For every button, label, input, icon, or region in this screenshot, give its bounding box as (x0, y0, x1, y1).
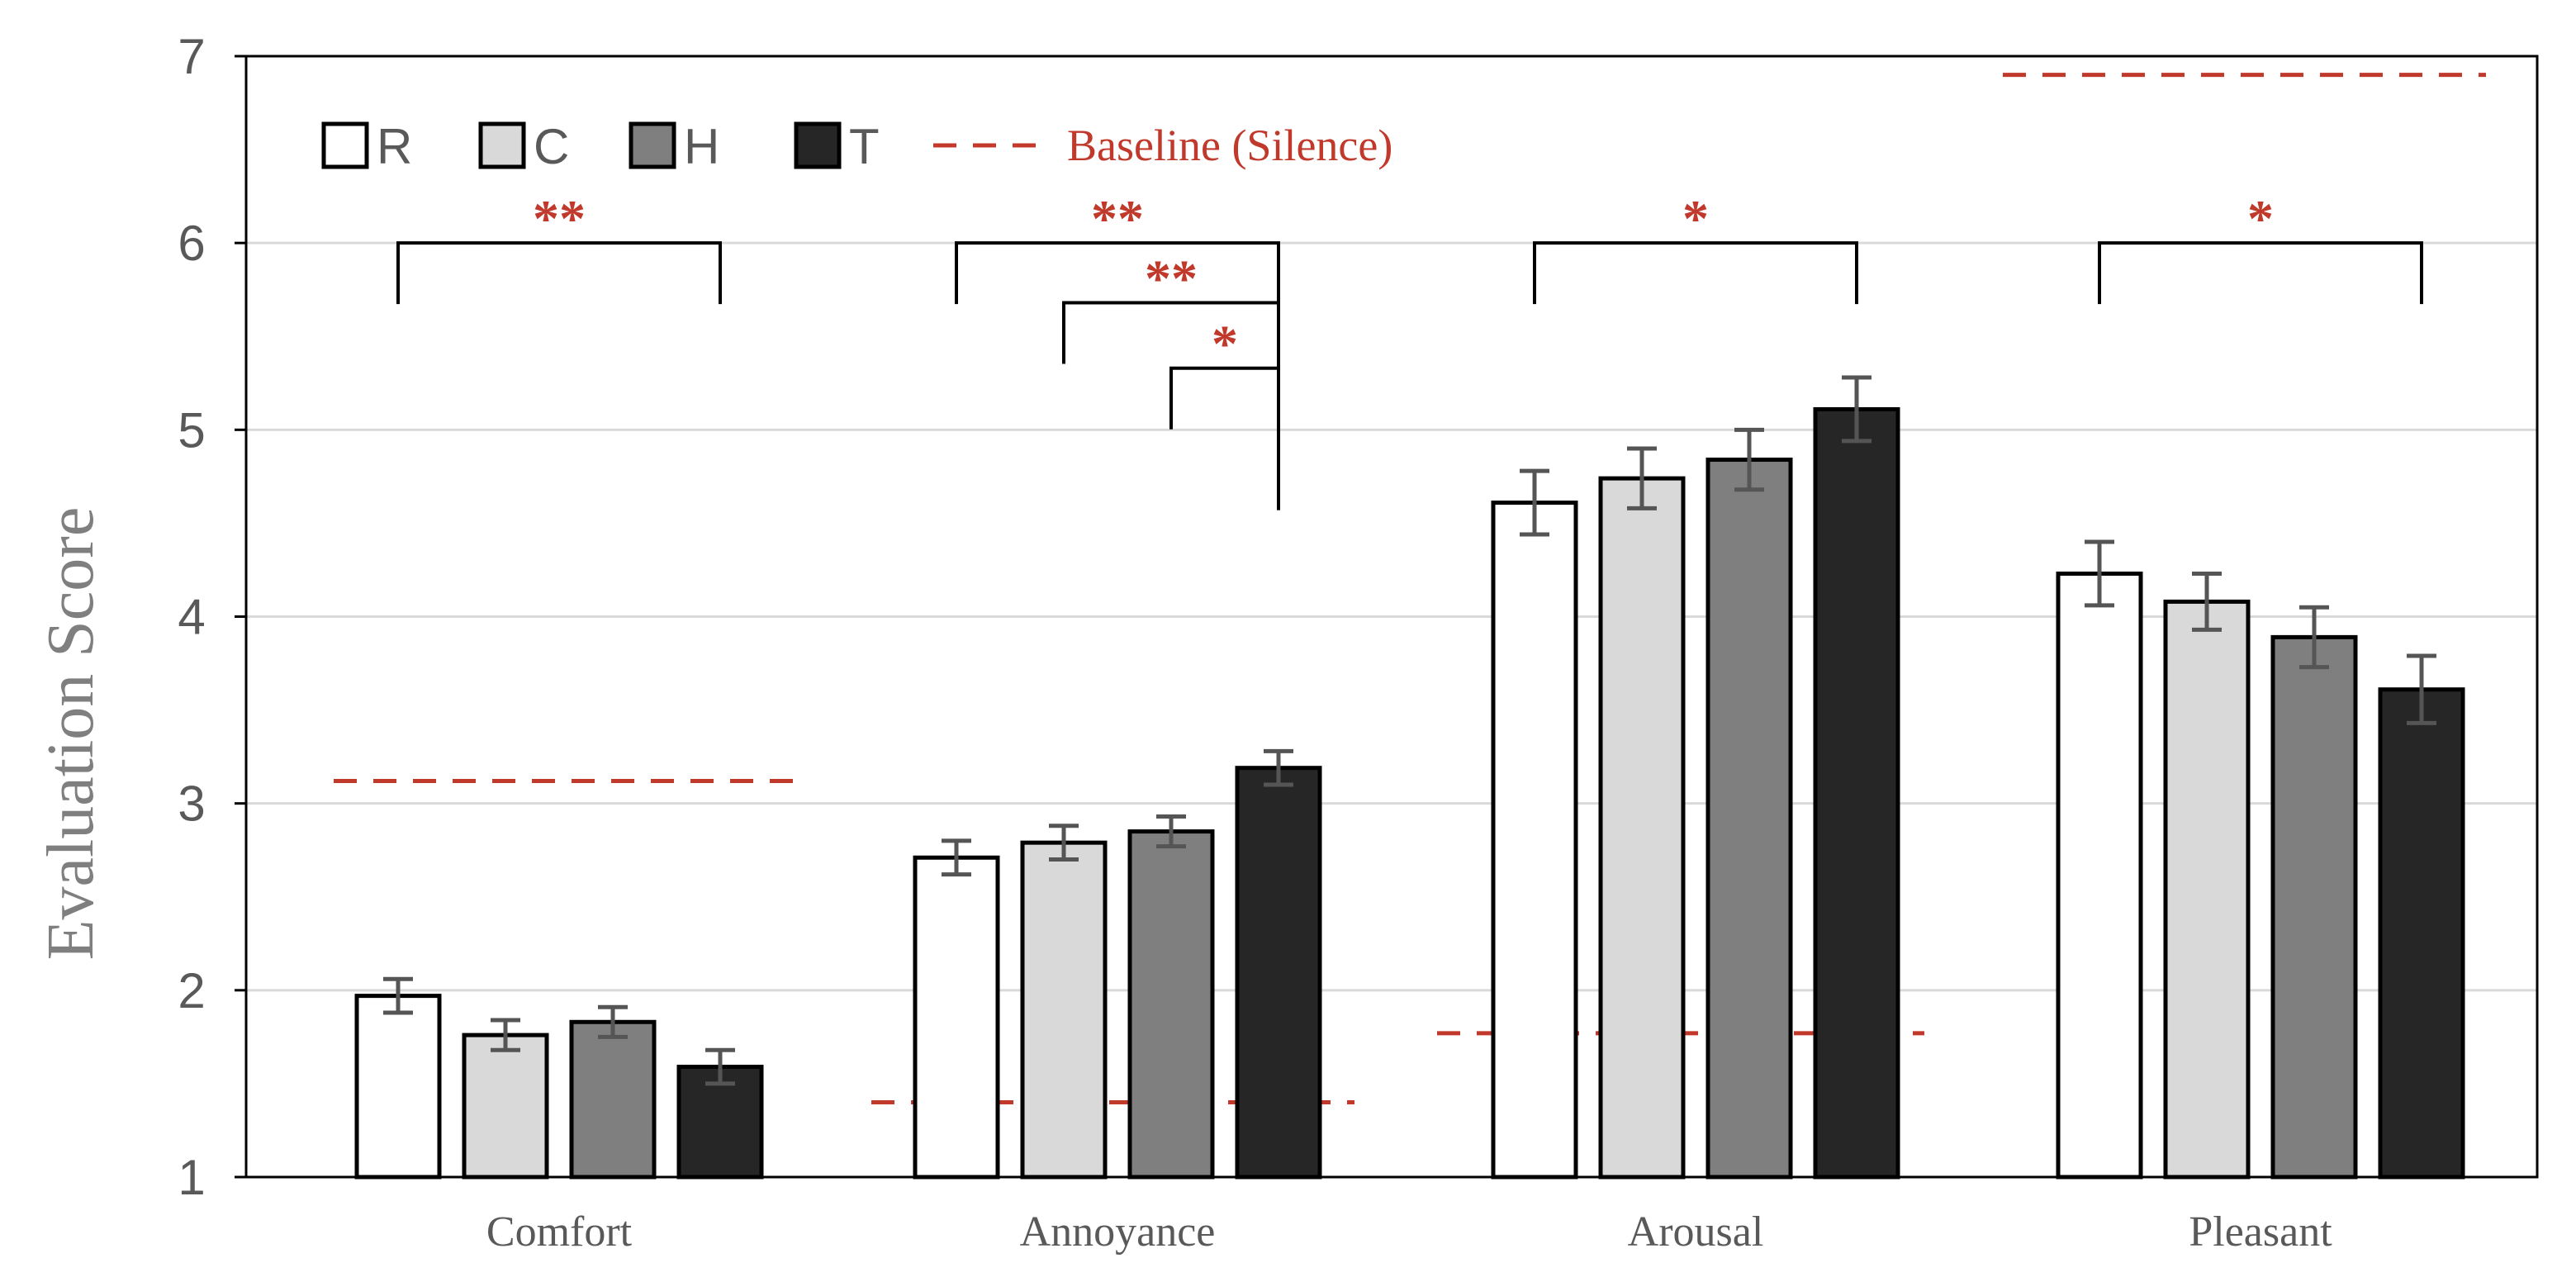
significance-bracket: * (1169, 315, 1280, 430)
legend-swatch (629, 121, 676, 169)
legend-item-r: R (321, 119, 412, 174)
bracket-line (2098, 241, 2423, 305)
y-tick-label: 5 (178, 402, 205, 458)
bar-r-pleasant (2056, 571, 2143, 1180)
x-tick-label: Arousal (1628, 1208, 1764, 1256)
error-bar (598, 1004, 628, 1039)
error-bar (2085, 539, 2114, 608)
legend-item-c: C (478, 119, 569, 174)
error-bar (2192, 571, 2222, 632)
significance-bracket: ** (396, 189, 722, 305)
y-tick-label: 4 (178, 590, 205, 645)
bar-t-comfort (676, 1065, 764, 1180)
legend: R C H T Baseline (Silence) (321, 119, 1392, 174)
significance-label: ** (1145, 249, 1198, 308)
significance-bracket: ** (955, 189, 1280, 510)
error-bar (1627, 446, 1657, 510)
bracket-line (1062, 301, 1280, 364)
bar-c-comfort (462, 1033, 549, 1180)
y-tick-label: 3 (178, 776, 205, 832)
significance-label: ** (1091, 189, 1144, 248)
bracket-line (955, 241, 1280, 510)
significance-label: ** (533, 189, 586, 248)
legend-label: Baseline (Silence) (1067, 121, 1392, 170)
significance-label: * (2247, 189, 2274, 248)
bars (354, 406, 2465, 1180)
legend-item-baseline: Baseline (Silence) (933, 121, 1392, 170)
x-tick-label: Comfort (486, 1208, 633, 1256)
error-bar (1156, 814, 1186, 849)
y-tick-label: 2 (178, 963, 205, 1018)
legend-swatch (478, 121, 526, 169)
legend-swatch (321, 121, 369, 169)
significance-bracket: * (2098, 189, 2423, 305)
error-bar (1049, 824, 1079, 862)
bar-r-comfort (354, 994, 442, 1180)
error-bar (491, 1018, 520, 1052)
error-bar (2407, 653, 2436, 725)
legend-item-t: T (794, 119, 880, 174)
bar-r-annoyance (913, 855, 1000, 1180)
bar-h-comfort (569, 1019, 657, 1180)
bar-t-annoyance (1235, 766, 1322, 1180)
significance-label: * (1212, 315, 1238, 373)
bar-h-arousal (1705, 458, 1793, 1180)
y-axis-label: Evaluation Score (35, 507, 107, 961)
x-tick-label: Pleasant (2189, 1208, 2332, 1256)
error-bar (1264, 748, 1293, 787)
error-bar (383, 976, 413, 1015)
bar-c-annoyance (1020, 840, 1108, 1180)
error-bar (705, 1047, 735, 1086)
legend-swatch (794, 121, 842, 169)
baseline-lines (334, 73, 2486, 1105)
error-bars (383, 375, 2436, 1086)
x-tick-label: Annoyance (1020, 1208, 1216, 1256)
bar-c-arousal (1598, 476, 1686, 1180)
bracket-line (1533, 241, 1858, 305)
significance-bracket: * (1533, 189, 1858, 305)
error-bar (1520, 468, 1549, 537)
legend-label: H (684, 119, 719, 174)
error-bar (942, 838, 971, 877)
bar-r-arousal (1491, 501, 1578, 1180)
legend-label: R (377, 119, 412, 174)
legend-label: T (849, 119, 880, 174)
bar-c-pleasant (2163, 599, 2251, 1180)
error-bar (2299, 605, 2329, 670)
bar-t-arousal (1813, 406, 1900, 1180)
error-bar (1842, 375, 1872, 444)
y-tick-label: 6 (178, 216, 205, 271)
bracket-line (1169, 366, 1280, 430)
significance-brackets: ** ****** * (396, 189, 2423, 510)
tick-labels: 1 2 3 4 5 6 7 Comfort Annoyance Arousal Pleasant (178, 29, 2332, 1256)
y-tick-label: 1 (178, 1150, 205, 1205)
significance-bracket: ** (1062, 249, 1280, 364)
significance-label: * (1682, 189, 1709, 248)
error-bar (1734, 427, 1764, 492)
legend-item-h: H (629, 119, 719, 174)
bracket-line (396, 241, 722, 305)
bar-t-pleasant (2378, 687, 2465, 1180)
y-tick-label: 7 (178, 29, 205, 84)
legend-label: C (534, 119, 569, 174)
bar-h-pleasant (2270, 634, 2358, 1180)
bar-h-annoyance (1127, 829, 1215, 1180)
